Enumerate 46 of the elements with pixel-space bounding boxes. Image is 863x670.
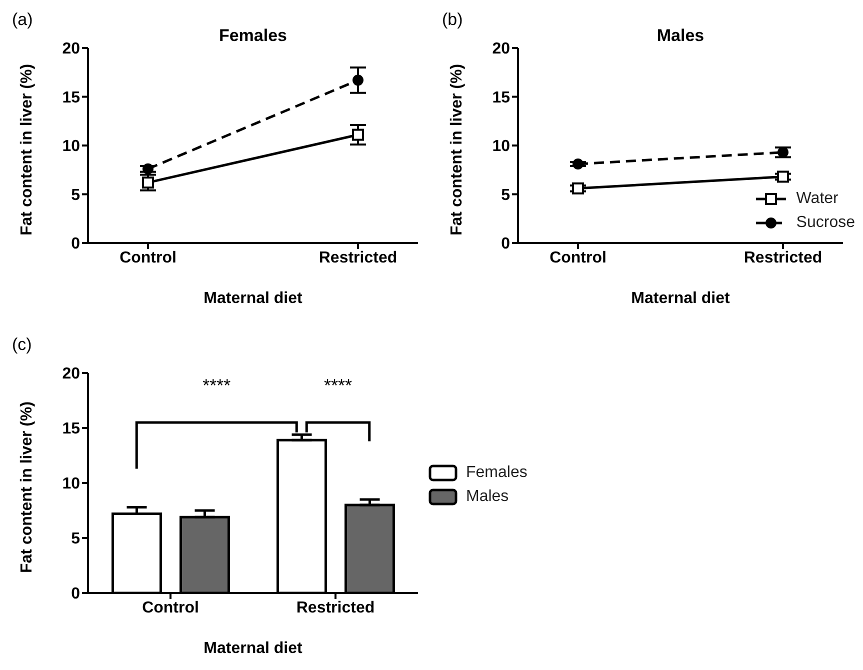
- point: [778, 146, 788, 158]
- point: [572, 158, 584, 170]
- chart-title: Males: [656, 26, 706, 46]
- point: [352, 74, 364, 86]
- point: [142, 163, 154, 174]
- point: [572, 182, 584, 194]
- y-axis-title: Fat content in liver (%): [18, 401, 36, 573]
- y-tick-label: 5: [501, 186, 510, 204]
- point: [352, 128, 364, 141]
- point: [142, 176, 154, 189]
- y-tick-label: 0: [501, 236, 510, 253]
- annotation: ****: [324, 376, 352, 396]
- x-tick-label: Restricted: [318, 249, 398, 266]
- y-axis-title: Fat content in liver (%): [18, 64, 36, 236]
- x-tick-label: Restricted: [296, 599, 375, 616]
- x-axis-title: Maternal diet: [204, 290, 304, 307]
- point: [777, 170, 789, 183]
- y-tick-label: 10: [492, 138, 510, 156]
- x-tick-label: Restricted: [744, 249, 822, 266]
- y-tick-label: 15: [62, 89, 80, 106]
- y-tick-label: 0: [71, 236, 80, 253]
- legend-label: Sucrose: [796, 214, 855, 232]
- text: (b): [442, 10, 463, 30]
- legend-label: Water: [796, 190, 838, 208]
- x-tick-label: Control: [142, 599, 199, 616]
- y-tick-label: 20: [62, 366, 80, 383]
- y-tick-label: 5: [71, 530, 80, 548]
- chart-title: Females: [218, 26, 288, 46]
- text: (a): [12, 10, 33, 30]
- x-tick-label: Control: [120, 249, 176, 266]
- y-tick-label: 0: [71, 586, 80, 603]
- y-tick-label: 10: [62, 476, 80, 493]
- x-tick-label: Control: [550, 249, 606, 266]
- x-axis-title: Maternal diet: [631, 290, 731, 307]
- annotation: ****: [202, 376, 231, 396]
- y-tick-label: 10: [62, 138, 80, 156]
- y-tick-label: 20: [62, 40, 80, 58]
- legend-label: Males: [466, 488, 509, 506]
- y-tick-label: 15: [492, 89, 510, 106]
- y-axis-title: Fat content in liver (%): [448, 64, 466, 236]
- y-tick-label: 5: [71, 186, 80, 204]
- x-axis-title: Maternal diet: [204, 640, 304, 657]
- y-tick-label: 20: [492, 40, 510, 58]
- y-tick-label: 15: [62, 420, 80, 438]
- legend-label: Females: [466, 464, 528, 482]
- text: (c): [12, 335, 32, 355]
